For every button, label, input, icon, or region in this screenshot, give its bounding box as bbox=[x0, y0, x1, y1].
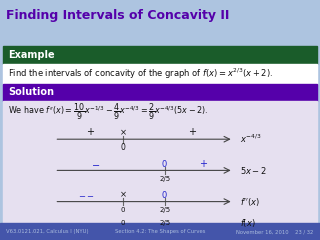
Text: 2/5: 2/5 bbox=[159, 207, 170, 213]
Text: V63.0121.021, Calculus I (NYU): V63.0121.021, Calculus I (NYU) bbox=[6, 229, 89, 234]
Bar bbox=[3, 46, 317, 64]
Text: Find the intervals of concavity of the graph of $f(x) = x^{2/3}(x + 2)$.: Find the intervals of concavity of the g… bbox=[8, 66, 273, 81]
Bar bbox=[0, 0, 320, 31]
Bar bbox=[0, 223, 320, 240]
Text: $x^{-4/3}$: $x^{-4/3}$ bbox=[240, 133, 261, 145]
Text: 2/5: 2/5 bbox=[159, 176, 170, 182]
Text: $0$: $0$ bbox=[162, 158, 168, 169]
Text: 0: 0 bbox=[121, 220, 125, 226]
Bar bbox=[3, 64, 317, 84]
Text: $5x - 2$: $5x - 2$ bbox=[240, 165, 267, 176]
Text: Example: Example bbox=[8, 50, 55, 60]
Text: $f(x)$: $f(x)$ bbox=[240, 217, 256, 229]
Text: 0: 0 bbox=[121, 207, 125, 213]
Text: $f''(x)$: $f''(x)$ bbox=[240, 196, 260, 208]
Text: $\times$: $\times$ bbox=[119, 190, 127, 200]
Text: $--$: $--$ bbox=[78, 190, 95, 199]
Text: November 16, 2010    23 / 32: November 16, 2010 23 / 32 bbox=[236, 229, 314, 234]
Text: $\times$: $\times$ bbox=[119, 128, 127, 137]
Text: 0: 0 bbox=[121, 143, 126, 152]
Text: Section 4.2: The Shapes of Curves: Section 4.2: The Shapes of Curves bbox=[115, 229, 205, 234]
Bar bbox=[3, 101, 317, 223]
Text: Finding Intervals of Concavity II: Finding Intervals of Concavity II bbox=[6, 9, 230, 22]
Text: Solution: Solution bbox=[8, 87, 54, 97]
Text: +: + bbox=[86, 127, 94, 138]
Text: +: + bbox=[188, 127, 196, 138]
Text: $-$: $-$ bbox=[92, 159, 100, 169]
Bar bbox=[3, 84, 317, 101]
Text: $0$: $0$ bbox=[162, 189, 168, 200]
Text: 2/5: 2/5 bbox=[159, 220, 170, 226]
Text: $+$: $+$ bbox=[199, 158, 208, 169]
Text: We have $f''(x) = \dfrac{10}{9}x^{-1/3} - \dfrac{4}{9}x^{-4/3} = \dfrac{2}{9}x^{: We have $f''(x) = \dfrac{10}{9}x^{-1/3} … bbox=[8, 101, 208, 122]
